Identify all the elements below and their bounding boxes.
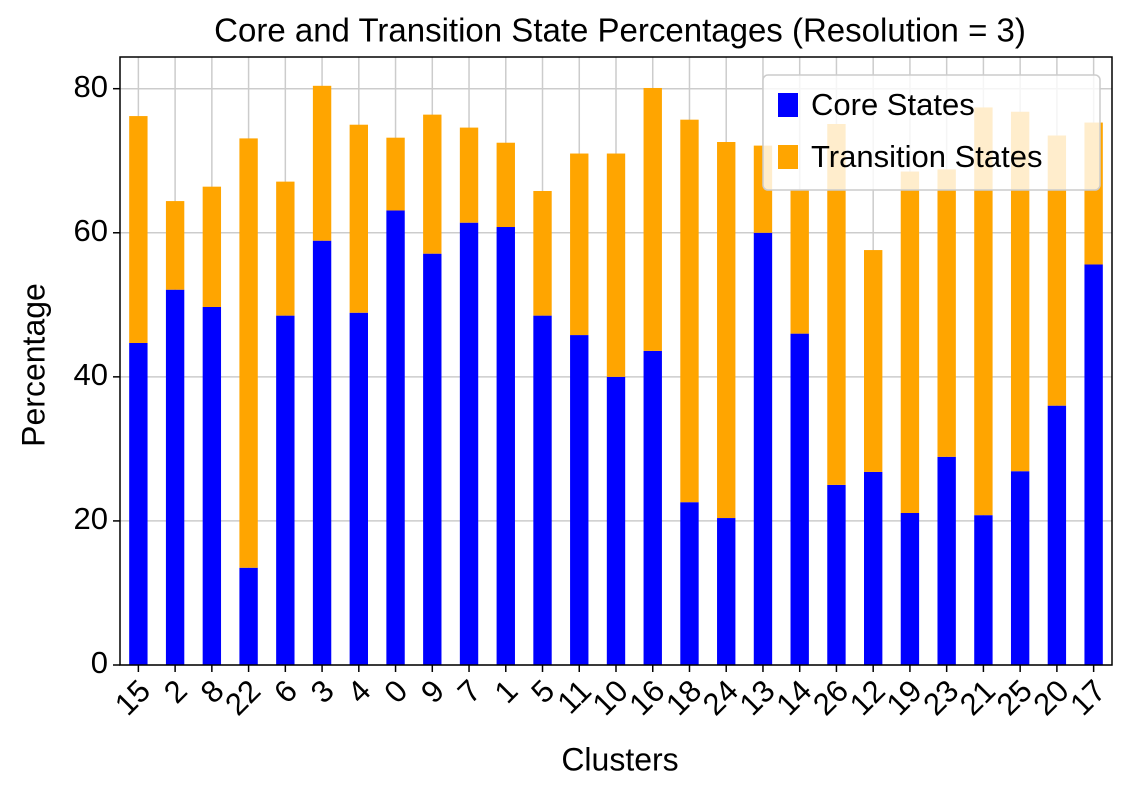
bar-segment (900, 513, 920, 665)
bar-segment (276, 315, 295, 665)
y-tick-label: 80 (74, 69, 108, 104)
x-tick-label: 22 (218, 673, 267, 722)
bar-segment (643, 87, 662, 351)
legend-swatch (778, 93, 798, 117)
bar-segment (643, 350, 662, 665)
y-tick-label: 0 (91, 645, 108, 680)
x-tick-label: 17 (1063, 673, 1112, 722)
x-axis-label: Clusters (561, 741, 678, 777)
bar-segment (1047, 135, 1067, 406)
x-tick-label: 0 (377, 673, 414, 710)
bars (129, 85, 1103, 666)
x-tick-label: 7 (451, 673, 488, 710)
bar-segment (1010, 111, 1030, 472)
bar-segment (864, 250, 883, 472)
bar-segment (717, 518, 736, 665)
bar-segment (533, 315, 552, 665)
bar-segment (276, 181, 295, 316)
bar-segment (349, 312, 368, 665)
legend-label: Transition States (811, 139, 1042, 174)
bar-segment (606, 153, 626, 377)
bar-segment (165, 289, 185, 665)
x-tick-label: 4 (341, 673, 378, 710)
bar-segment (864, 471, 883, 665)
bar-segment (570, 335, 589, 665)
bar-segment (533, 190, 552, 316)
x-tick-label: 6 (267, 673, 304, 710)
bar-segment (827, 484, 846, 665)
bar-segment (680, 502, 699, 665)
x-tick-label: 3 (304, 673, 341, 710)
chart-title: Core and Transition State Percentages (R… (214, 12, 1026, 49)
legend-label: Core States (811, 87, 975, 122)
x-tick-label: 1 (488, 673, 525, 710)
bar-segment (239, 567, 258, 665)
y-tick-label: 60 (74, 213, 108, 248)
bar-segment (753, 232, 773, 665)
bar-segment (717, 142, 736, 519)
bar-segment (974, 107, 993, 516)
bar-segment (239, 138, 258, 568)
bar-segment (937, 456, 956, 665)
plot-frame (119, 56, 1113, 666)
x-tick-label: 15 (108, 673, 157, 722)
bar-segment (570, 153, 589, 336)
bar-segment (496, 142, 515, 228)
bar-segment (129, 116, 148, 343)
bar-segment (937, 169, 956, 457)
bar-segment (1084, 264, 1103, 665)
legend: Core States Transition States (762, 74, 1101, 191)
bar-segment (1047, 405, 1067, 665)
bar-segment (900, 171, 920, 513)
bar-segment (459, 127, 479, 223)
bar-segment (386, 137, 405, 211)
bar-segment (202, 306, 222, 665)
y-tick-label: 20 (74, 501, 108, 536)
bar-segment (790, 189, 809, 334)
legend-swatch (778, 145, 798, 169)
bar-segment (312, 85, 332, 241)
bar-segment (974, 515, 993, 665)
bar-segment (386, 210, 405, 665)
bar-segment (202, 186, 222, 307)
bar-segment (606, 376, 626, 665)
bar-segment (423, 253, 442, 665)
bar-segment (790, 333, 809, 665)
bar-segment (496, 227, 515, 666)
bar-segment (680, 119, 699, 503)
bar-segment (165, 201, 185, 290)
x-tick-label: 9 (414, 673, 451, 710)
legend-box (762, 74, 1101, 191)
bar-segment (827, 123, 846, 485)
y-tick-label: 40 (74, 357, 108, 392)
bar-segment (312, 240, 332, 665)
bar-segment (349, 124, 368, 313)
y-axis-label: Percentage (15, 283, 51, 447)
bar-segment (459, 222, 479, 666)
bar-segment (423, 114, 442, 254)
bar-segment (1010, 471, 1030, 665)
bar-segment (129, 342, 148, 665)
x-tick-label: 2 (157, 673, 194, 710)
